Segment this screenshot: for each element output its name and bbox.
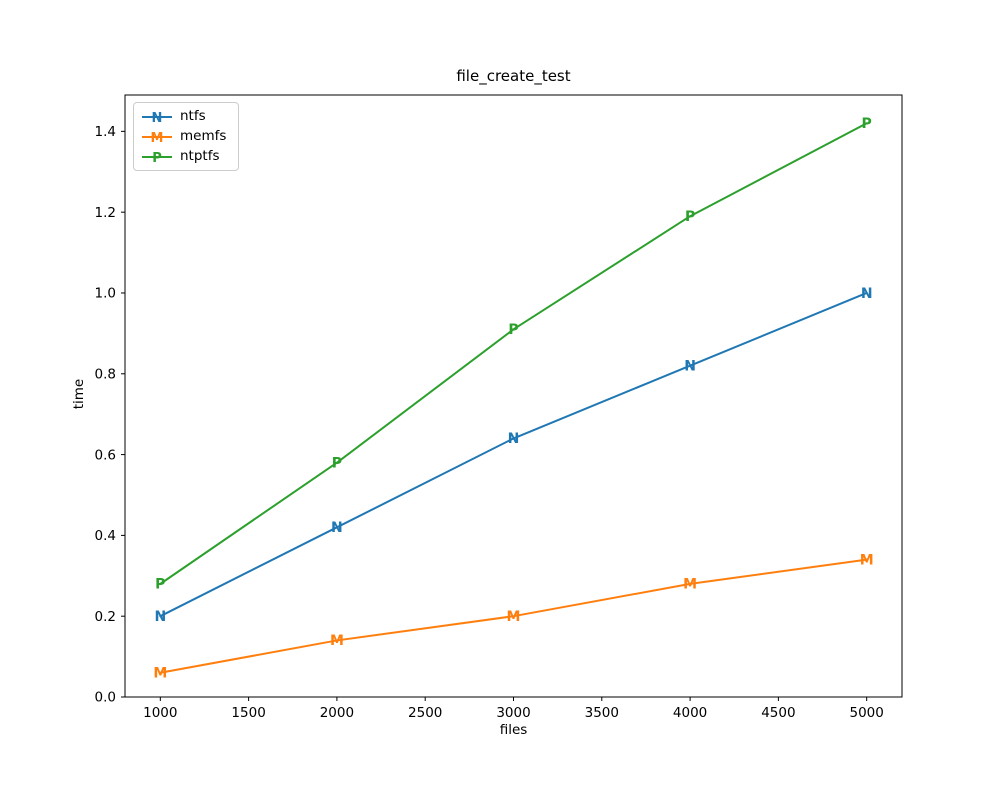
marker-ntfs: N [508, 431, 520, 447]
x-tick-label: 4000 [673, 705, 707, 721]
x-tick-label: 2500 [408, 705, 442, 721]
series-line-memfs [159, 558, 868, 674]
legend-item-ntptfs: P ntptfs [141, 148, 226, 165]
y-tick-label: 0.6 [95, 447, 116, 463]
legend-swatch-ntfs: N [142, 110, 172, 125]
legend-marker-letter: P [152, 150, 162, 164]
marker-ntfs: N [861, 286, 873, 302]
legend-label: ntfs [180, 108, 206, 124]
x-tick-label: 1000 [143, 705, 177, 721]
marker-memfs: M [860, 552, 874, 568]
marker-memfs: M [330, 633, 344, 649]
marker-memfs: M [507, 609, 521, 625]
marker-ntfs: N [154, 609, 166, 625]
y-axis-label: time [71, 378, 87, 410]
marker-ntfs: N [331, 520, 343, 536]
series-line-ntptfs [159, 122, 868, 585]
x-tick-label: 1500 [231, 705, 265, 721]
legend-item-ntfs: N ntfs [141, 108, 226, 125]
series-line-ntfs [159, 291, 868, 618]
legend-label: memfs [180, 128, 227, 144]
y-tick-label: 0.0 [95, 690, 116, 706]
x-tick-label: 3500 [585, 705, 619, 721]
x-tick-label: 4500 [761, 705, 795, 721]
marker-memfs: M [153, 666, 167, 682]
chart-title: file_create_test [456, 67, 571, 85]
y-tick-label: 0.8 [95, 366, 116, 382]
legend-swatch-memfs: M [142, 130, 172, 145]
marker-ntfs: N [684, 358, 696, 374]
x-axis-label: files [499, 722, 528, 738]
legend-label: ntptfs [180, 148, 220, 164]
legend-marker-letter: N [152, 110, 163, 124]
axes-frame [124, 94, 903, 698]
y-tick-label: 1.0 [95, 286, 116, 302]
marker-ntptfs: P [332, 455, 342, 471]
x-tick-label: 3000 [496, 705, 530, 721]
y-tick-label: 1.4 [95, 124, 116, 140]
legend-swatch-ntptfs: P [142, 150, 172, 165]
legend: N ntfs M memfs P ntptfs [133, 102, 240, 171]
marker-ntptfs: P [862, 116, 872, 132]
x-tick-label: 2000 [320, 705, 354, 721]
legend-item-memfs: M memfs [141, 128, 226, 145]
y-tick-label: 0.4 [95, 528, 116, 544]
legend-marker-letter: M [151, 130, 164, 144]
y-tick-label: 0.2 [95, 609, 116, 625]
marker-memfs: M [683, 577, 697, 593]
y-tick-label: 1.2 [95, 205, 116, 221]
marker-ntptfs: P [508, 322, 518, 338]
marker-ntptfs: P [155, 577, 165, 593]
x-tick-label: 5000 [850, 705, 884, 721]
marker-ntptfs: P [685, 209, 695, 225]
